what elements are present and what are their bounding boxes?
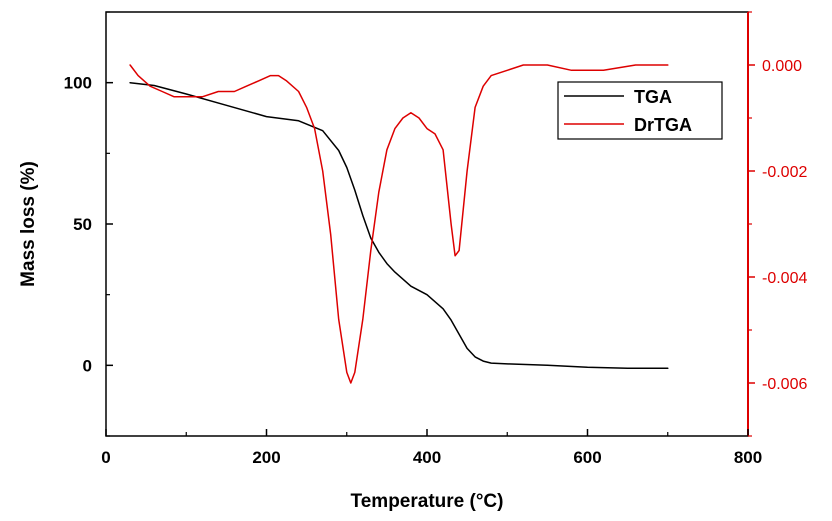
x-tick-label: 800 bbox=[734, 448, 762, 467]
legend: TGA DrTGA bbox=[557, 81, 723, 140]
x-tick-label: 600 bbox=[573, 448, 601, 467]
x-axis-title: Temperature (°C) bbox=[351, 491, 504, 512]
right-y-tick-label: -0.002 bbox=[762, 164, 807, 181]
left-y-tick-label: 100 bbox=[64, 74, 92, 93]
right-y-axis-ticks: 0.000 -0.002 -0.004 -0.006 bbox=[748, 11, 807, 437]
right-y-tick-label: -0.004 bbox=[762, 270, 807, 287]
x-axis-ticks: 0 200 400 600 800 bbox=[101, 429, 762, 467]
series-layer bbox=[129, 64, 669, 384]
x-tick-label: 200 bbox=[252, 448, 280, 467]
x-tick-label: 0 bbox=[101, 448, 110, 467]
right-y-tick-label: 0.000 bbox=[762, 58, 802, 75]
left-y-tick-label: 50 bbox=[73, 215, 92, 234]
right-y-tick-label: -0.006 bbox=[762, 376, 807, 393]
plot-frame bbox=[105, 11, 749, 437]
left-y-tick-label: 0 bbox=[83, 356, 92, 375]
left-y-axis-ticks: 0 50 100 bbox=[64, 11, 113, 437]
legend-label-tga: TGA bbox=[634, 87, 672, 107]
legend-box bbox=[557, 81, 723, 140]
left-y-axis-title: Mass loss (%) bbox=[18, 161, 39, 287]
legend-label-drtga: DrTGA bbox=[634, 115, 692, 135]
series-line-drtga bbox=[129, 64, 669, 384]
series-line-tga bbox=[129, 81, 669, 369]
x-tick-label: 400 bbox=[413, 448, 441, 467]
